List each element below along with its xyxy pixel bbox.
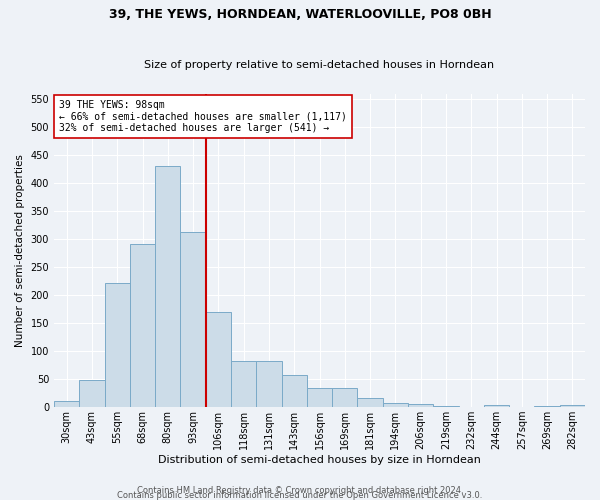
Bar xyxy=(535,406,560,407)
Bar xyxy=(281,374,307,407)
Bar xyxy=(206,312,231,407)
Bar xyxy=(358,398,383,407)
Bar xyxy=(560,406,585,407)
Bar xyxy=(256,360,281,407)
Bar xyxy=(104,283,130,407)
Bar xyxy=(79,380,104,407)
Title: Size of property relative to semi-detached houses in Horndean: Size of property relative to semi-detach… xyxy=(145,60,494,70)
Bar xyxy=(54,401,79,407)
Bar xyxy=(408,404,433,407)
Bar xyxy=(155,166,181,407)
Bar xyxy=(433,406,458,407)
Text: Contains HM Land Registry data © Crown copyright and database right 2024.: Contains HM Land Registry data © Crown c… xyxy=(137,486,463,495)
Bar xyxy=(383,403,408,407)
Text: 39, THE YEWS, HORNDEAN, WATERLOOVILLE, PO8 0BH: 39, THE YEWS, HORNDEAN, WATERLOOVILLE, P… xyxy=(109,8,491,20)
X-axis label: Distribution of semi-detached houses by size in Horndean: Distribution of semi-detached houses by … xyxy=(158,455,481,465)
Bar xyxy=(181,232,206,407)
Text: Contains public sector information licensed under the Open Government Licence v3: Contains public sector information licen… xyxy=(118,490,482,500)
Bar xyxy=(332,388,358,407)
Bar xyxy=(130,244,155,407)
Bar xyxy=(307,388,332,407)
Bar xyxy=(484,406,509,407)
Y-axis label: Number of semi-detached properties: Number of semi-detached properties xyxy=(15,154,25,347)
Bar xyxy=(231,360,256,407)
Text: 39 THE YEWS: 98sqm
← 66% of semi-detached houses are smaller (1,117)
32% of semi: 39 THE YEWS: 98sqm ← 66% of semi-detache… xyxy=(59,100,347,133)
